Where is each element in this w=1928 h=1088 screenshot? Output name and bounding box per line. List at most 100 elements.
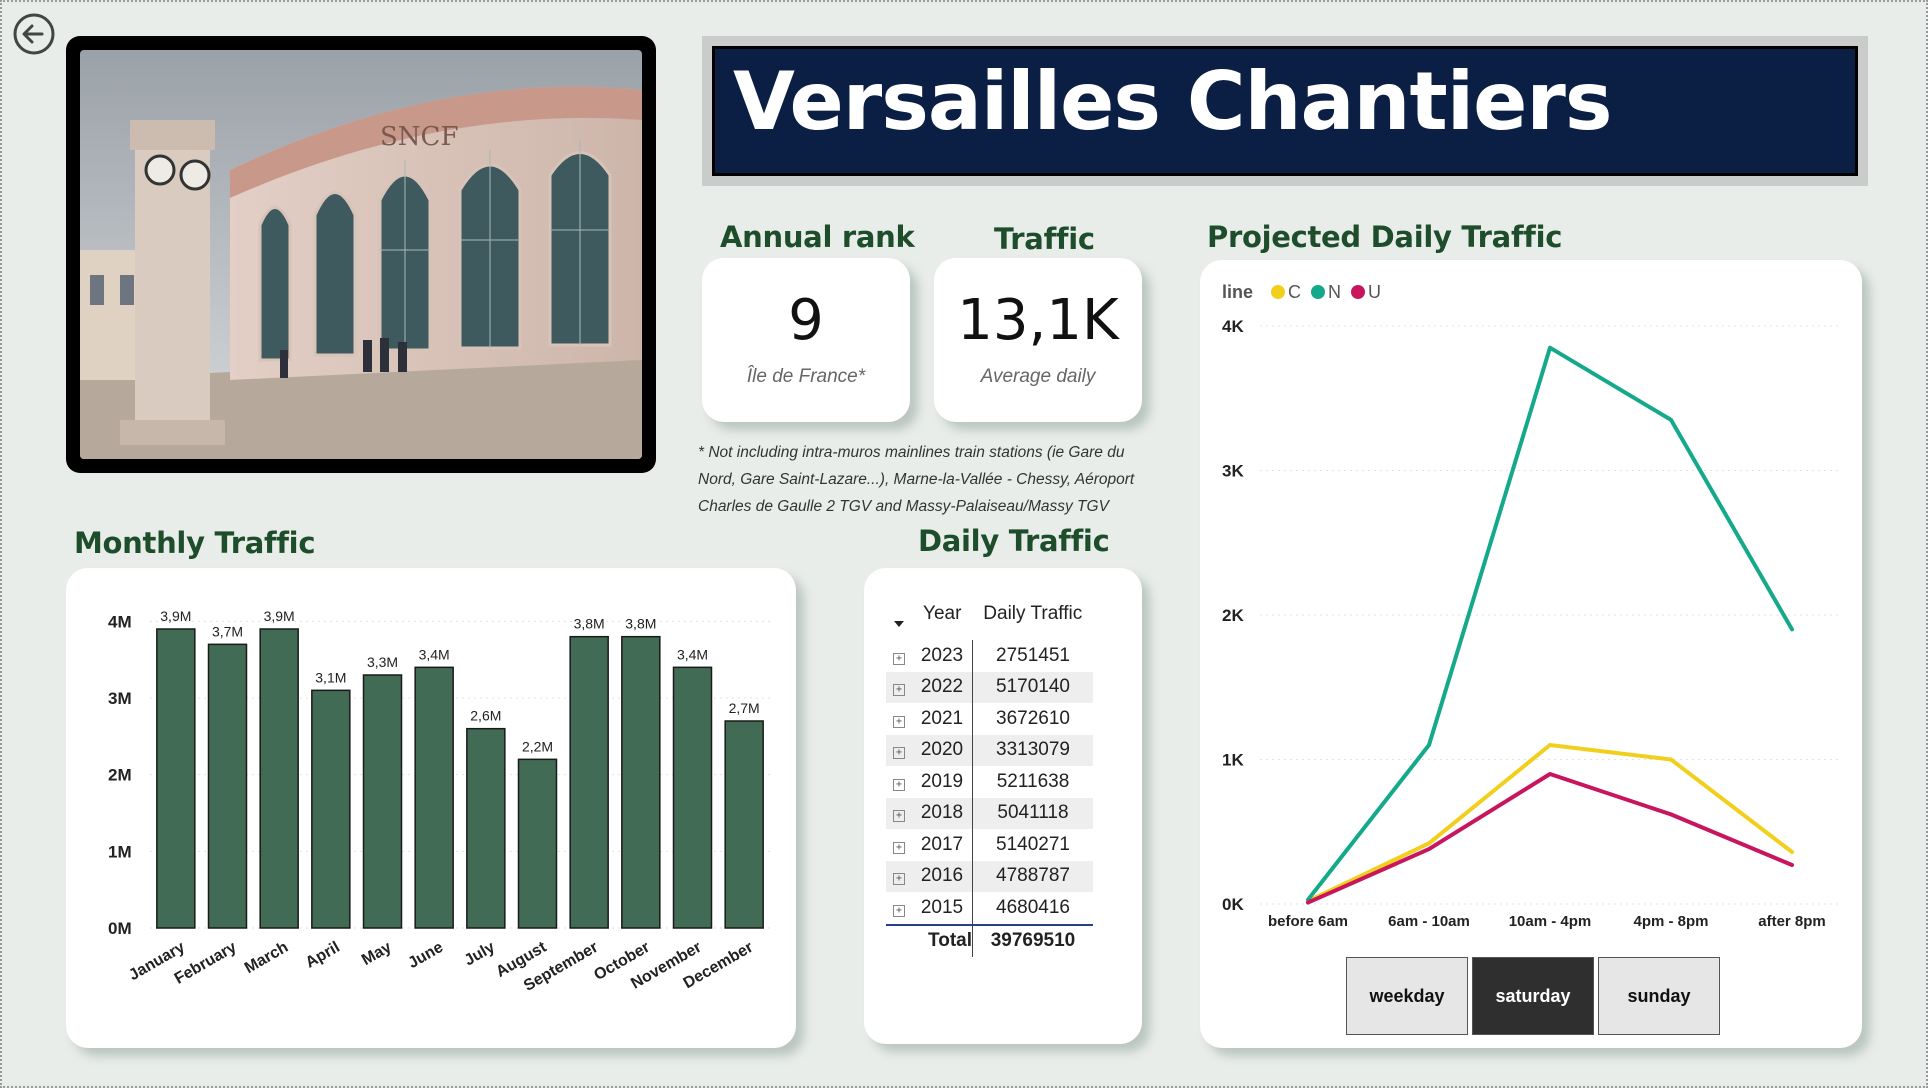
daily-traffic-cell: 5140271 (972, 829, 1093, 861)
bar-data-label: 3,8M (574, 616, 605, 632)
expand-icon[interactable]: + (886, 766, 912, 798)
bar (259, 628, 299, 929)
footnote: * Not including intra-muros mainlines tr… (698, 444, 1135, 515)
slicer-option-saturday[interactable]: saturday (1472, 957, 1594, 1035)
table-row[interactable]: +2020 3313079 (886, 734, 1093, 766)
expand-icon[interactable]: + (886, 703, 912, 735)
total-value: 39769510 (972, 923, 1093, 957)
daily-traffic-cell: 5211638 (972, 766, 1093, 798)
legend-marker (1311, 285, 1325, 299)
expand-icon[interactable]: + (886, 892, 912, 925)
expand-plus-icon[interactable]: + (893, 841, 905, 854)
table-row[interactable]: +2023 2751451 (886, 640, 1093, 672)
daily-traffic-cell: 3672610 (972, 703, 1093, 735)
expand-plus-icon[interactable]: + (893, 904, 905, 917)
year-cell: 2018 (912, 797, 973, 829)
expand-plus-icon[interactable]: + (893, 810, 905, 823)
bar-data-label: 3,8M (625, 616, 656, 632)
year-cell: 2015 (920, 896, 964, 918)
y-tick-label: 1K (1222, 751, 1244, 770)
x-tick-label: June (405, 939, 446, 972)
projected-traffic-card: line C N U 0K 1K 2K 3K 4K before 6am 6am - 10am 10a… (1200, 260, 1862, 1048)
table-row[interactable]: +2022 5170140 (886, 671, 1093, 703)
y-tick-label: 2K (1222, 606, 1244, 625)
y-tick-label: 4K (1222, 317, 1244, 336)
daily-traffic-cell: 4788787 (972, 860, 1093, 892)
table-total-row: Total 39769510 (886, 923, 1093, 957)
kpi-rank-value: 9 (788, 288, 824, 353)
expand-plus-icon[interactable]: + (893, 873, 905, 886)
daily-traffic-table: Year Daily Traffic +2023 2751451 +2022 5170… (886, 588, 1093, 957)
expand-icon[interactable]: + (886, 734, 912, 766)
bar (621, 635, 661, 929)
bar (311, 689, 351, 929)
legend-marker (1351, 285, 1365, 299)
y-tick-label: 3K (1222, 462, 1244, 481)
table-row[interactable]: +2021 3672610 (886, 703, 1093, 735)
bar-data-label: 3,9M (160, 608, 191, 624)
column-header-daily-traffic[interactable]: Daily Traffic (983, 603, 1083, 624)
legend-marker (1271, 285, 1285, 299)
slicer-option-sunday[interactable]: sunday (1598, 957, 1720, 1035)
kpi-rank-title: Annual rank (720, 220, 915, 254)
kpi-traffic-subtitle: Average daily (980, 366, 1096, 387)
table-row[interactable]: +2016 4788787 (886, 860, 1093, 892)
expand-plus-icon[interactable]: + (893, 747, 905, 760)
total-label: Total (912, 923, 973, 957)
table-row[interactable]: +2019 5211638 (886, 766, 1093, 798)
page-title: Versailles Chantiers (733, 55, 1612, 148)
series-line-N (1306, 345, 1794, 902)
daily-traffic-cell: 5041118 (972, 797, 1093, 829)
bar (414, 666, 454, 929)
y-tick-label: 1M (108, 842, 132, 861)
expand-icon[interactable]: + (886, 797, 912, 829)
year-cell: 2016 (912, 860, 973, 892)
table-row[interactable]: +2015 4680416 (886, 892, 1093, 925)
expand-icon[interactable]: + (886, 671, 912, 703)
column-header-year[interactable]: Year (923, 603, 962, 624)
kpi-traffic-value: 13,1K (957, 288, 1119, 353)
back-arrow-icon[interactable] (12, 12, 56, 56)
title-banner-inner: Versailles Chantiers (712, 46, 1858, 176)
kpi-traffic-card: 13,1K Average daily (934, 258, 1142, 422)
expand-icon[interactable]: + (886, 640, 912, 672)
bar-data-label: 3,9M (264, 608, 295, 624)
year-cell: 2017 (920, 833, 964, 855)
x-tick-label: April (303, 939, 343, 972)
daily-traffic-cell: 3313079 (972, 734, 1093, 766)
bar (672, 666, 713, 929)
projected-traffic-title: Projected Daily Traffic (1207, 220, 1563, 254)
slicer-option-weekday[interactable]: weekday (1346, 957, 1468, 1035)
year-cell: 2023 (920, 644, 964, 666)
monthly-traffic-card: 0M 1M 2M 3M 4M 3,9M January 3,7M February 3,9M Mar… (66, 568, 796, 1048)
table-row[interactable]: +2018 5041118 (886, 797, 1093, 829)
sort-desc-icon[interactable] (886, 588, 912, 640)
y-tick-label: 0K (1222, 895, 1244, 914)
expand-icon[interactable]: + (886, 829, 912, 861)
bar (724, 720, 764, 929)
legend-label: U (1368, 282, 1381, 302)
kpi-rank-subtitle: Île de France* (746, 366, 866, 387)
series-line-U (1306, 772, 1794, 905)
bar (517, 758, 558, 929)
sncf-sign: SNCF (380, 122, 459, 152)
x-tick-label: before 6am (1268, 913, 1348, 930)
expand-plus-icon[interactable]: + (893, 652, 905, 665)
expand-plus-icon[interactable]: + (893, 715, 905, 728)
table-row[interactable]: +2017 5140271 (886, 829, 1093, 861)
x-tick-label: after 8pm (1758, 913, 1826, 930)
expand-icon[interactable]: + (886, 860, 912, 892)
bar-data-label: 2,7M (729, 700, 760, 716)
bar-data-label: 3,1M (315, 669, 346, 685)
expand-plus-icon[interactable]: + (893, 778, 905, 791)
y-tick-label: 2M (108, 766, 132, 785)
bar (569, 635, 609, 929)
year-cell: 2022 (912, 671, 973, 703)
year-cell: 2021 (920, 707, 964, 729)
expand-plus-icon[interactable]: + (893, 684, 905, 697)
kpi-traffic-title: Traffic (994, 222, 1095, 256)
x-tick-label: July (462, 939, 498, 970)
bar-data-label: 2,6M (470, 708, 501, 724)
